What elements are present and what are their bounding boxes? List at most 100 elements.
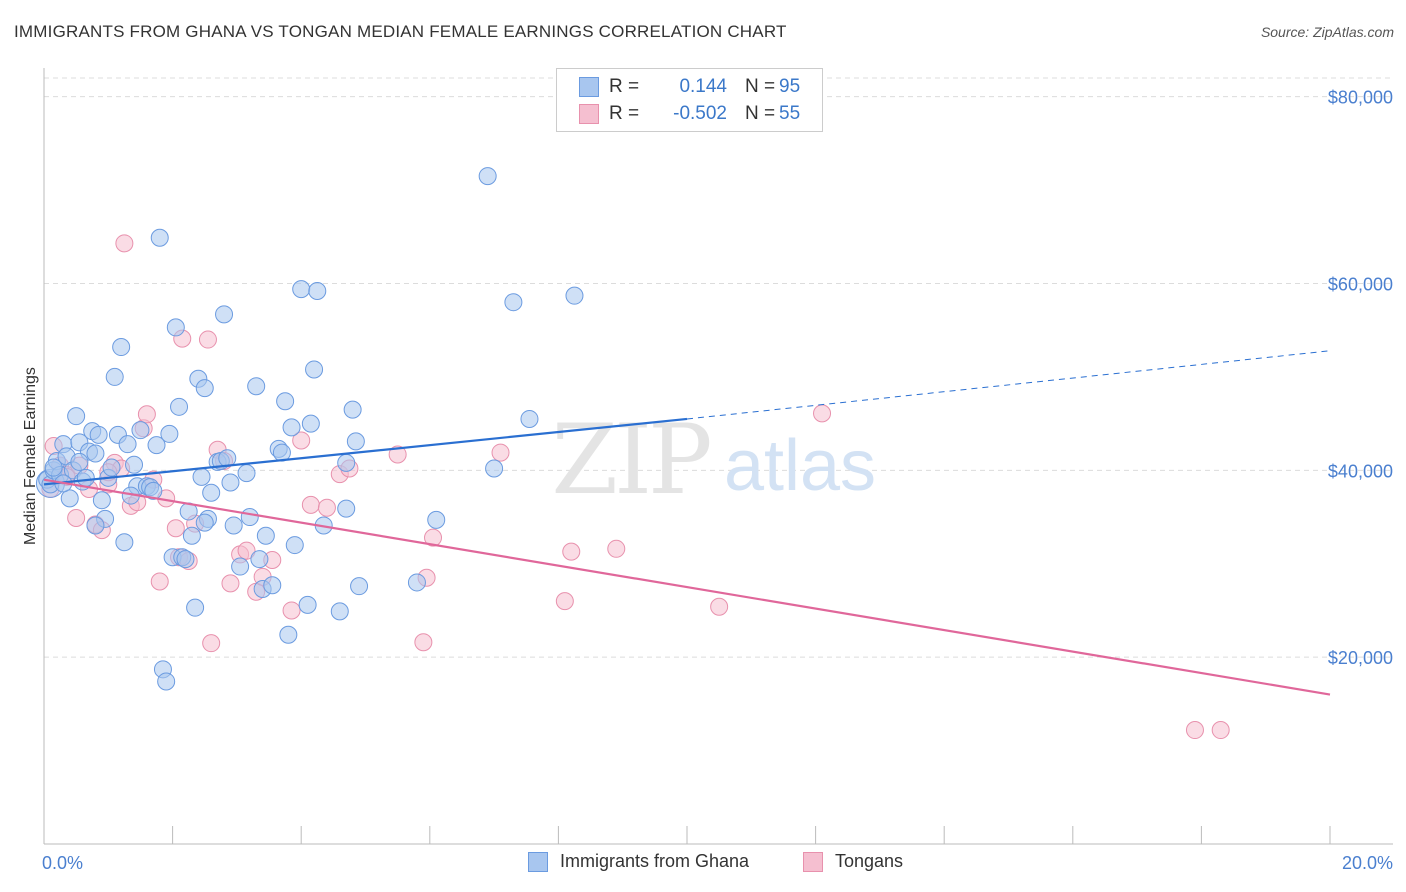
y-tick-label: $80,000 — [1328, 88, 1393, 108]
ghana-point — [276, 392, 295, 411]
tongans-point — [202, 634, 221, 653]
ghana-point — [115, 533, 134, 552]
tongans-point — [607, 539, 626, 558]
ghana-point — [292, 280, 311, 299]
tongans-point — [115, 234, 134, 253]
ghana-points — [35, 167, 584, 691]
ghana-point — [176, 550, 195, 569]
ghana-point — [102, 458, 121, 477]
legend-n-value: 95 — [779, 76, 801, 97]
tongans-point — [150, 572, 169, 591]
ghana-point — [285, 536, 304, 555]
ghana-point — [504, 293, 523, 312]
ghana-point — [298, 595, 317, 614]
ghana-point — [237, 464, 256, 483]
watermark-atlas: atlas — [724, 426, 876, 506]
ghana-point — [565, 286, 584, 305]
ghana-point — [282, 418, 301, 437]
ghana-point — [195, 513, 214, 532]
ghana-point — [301, 414, 320, 433]
ghana-point — [144, 481, 163, 500]
ghana-point — [337, 499, 356, 518]
tongans-point — [424, 528, 443, 547]
ghana-point — [60, 489, 79, 508]
legend-r-label: R = — [609, 76, 640, 97]
ghana-point — [192, 467, 211, 486]
tongans-point — [198, 330, 217, 349]
ghana-point — [150, 228, 169, 247]
legend-item-ghana[interactable]: Immigrants from Ghana — [528, 851, 749, 872]
legend-label-ghana: Immigrants from Ghana — [560, 851, 750, 871]
tongans-point — [491, 443, 510, 462]
ghana-point — [195, 379, 214, 398]
ghana-point — [76, 468, 95, 487]
ghana-point — [86, 444, 105, 463]
correlation-legend: R = 0.144 N = 95 R = -0.502 N = 55 — [556, 68, 823, 132]
ghana-point — [160, 424, 179, 443]
tongans-point — [317, 498, 336, 517]
ghana-point — [224, 516, 243, 535]
tongans-point — [137, 405, 156, 424]
legend-r-label: R = — [609, 103, 640, 124]
tongans-point — [292, 431, 311, 450]
tongans-point — [301, 495, 320, 514]
tongans-point — [1211, 721, 1230, 740]
legend-row-ghana: R = 0.144 N = 95 — [579, 74, 800, 100]
ghana-point — [118, 435, 137, 454]
ghana-point — [202, 483, 221, 502]
ghana-trend-line — [43, 417, 688, 486]
ghana-point — [407, 573, 426, 592]
ghana-point — [308, 281, 327, 300]
ghana-point — [182, 526, 201, 545]
ghana-point — [147, 436, 166, 455]
legend-swatch-blue — [579, 77, 599, 97]
ghana-point — [343, 400, 362, 419]
tongans-point — [414, 633, 433, 652]
ghana-point — [346, 432, 365, 451]
legend-swatch-pink — [579, 104, 599, 124]
x-tick-label: 20.0% — [1342, 853, 1393, 873]
ghana-point — [131, 421, 150, 440]
ghana-point — [240, 508, 259, 527]
x-tick-label: 0.0% — [42, 853, 83, 873]
tongans-point — [1185, 721, 1204, 740]
tongans-point — [562, 542, 581, 561]
y-axis-label: Median Female Earnings — [22, 367, 39, 545]
tongans-point — [555, 592, 574, 611]
axes — [43, 68, 1393, 845]
ghana-point — [478, 167, 497, 186]
trend-lines — [43, 350, 1331, 696]
ghana-point — [247, 377, 266, 396]
tongans-point — [813, 404, 832, 423]
legend-swatch-pink — [803, 851, 823, 872]
tongans-point — [67, 508, 86, 527]
legend-item-tongans[interactable]: Tongans — [803, 851, 903, 872]
tongans-point — [710, 597, 729, 616]
legend-n-label: N = — [745, 103, 776, 124]
watermark: ZIP atlas — [551, 404, 876, 516]
ghana-point — [86, 516, 105, 535]
legend-r-value: 0.144 — [679, 76, 727, 97]
ghana-point — [157, 672, 176, 691]
ghana-point — [350, 577, 369, 596]
ghana-point — [125, 455, 144, 474]
y-tick-label: $40,000 — [1328, 461, 1393, 481]
ghana-point — [485, 459, 504, 478]
legend-swatch-blue — [528, 851, 548, 872]
ghana-point — [221, 473, 240, 492]
ghana-point — [186, 598, 205, 617]
ghana-point — [263, 576, 282, 595]
ghana-point — [231, 557, 250, 576]
ghana-point — [67, 407, 86, 426]
ghana-point — [250, 550, 269, 569]
ghana-point — [112, 338, 131, 357]
legend-label-tongans: Tongans — [835, 851, 904, 871]
tongans-point — [237, 541, 256, 560]
ghana-point — [44, 458, 63, 477]
legend-r-value: -0.502 — [673, 103, 727, 124]
ghana-point — [305, 360, 324, 379]
ghana-point — [70, 452, 89, 471]
y-tick-label: $20,000 — [1328, 648, 1393, 668]
ghana-point — [105, 367, 124, 386]
